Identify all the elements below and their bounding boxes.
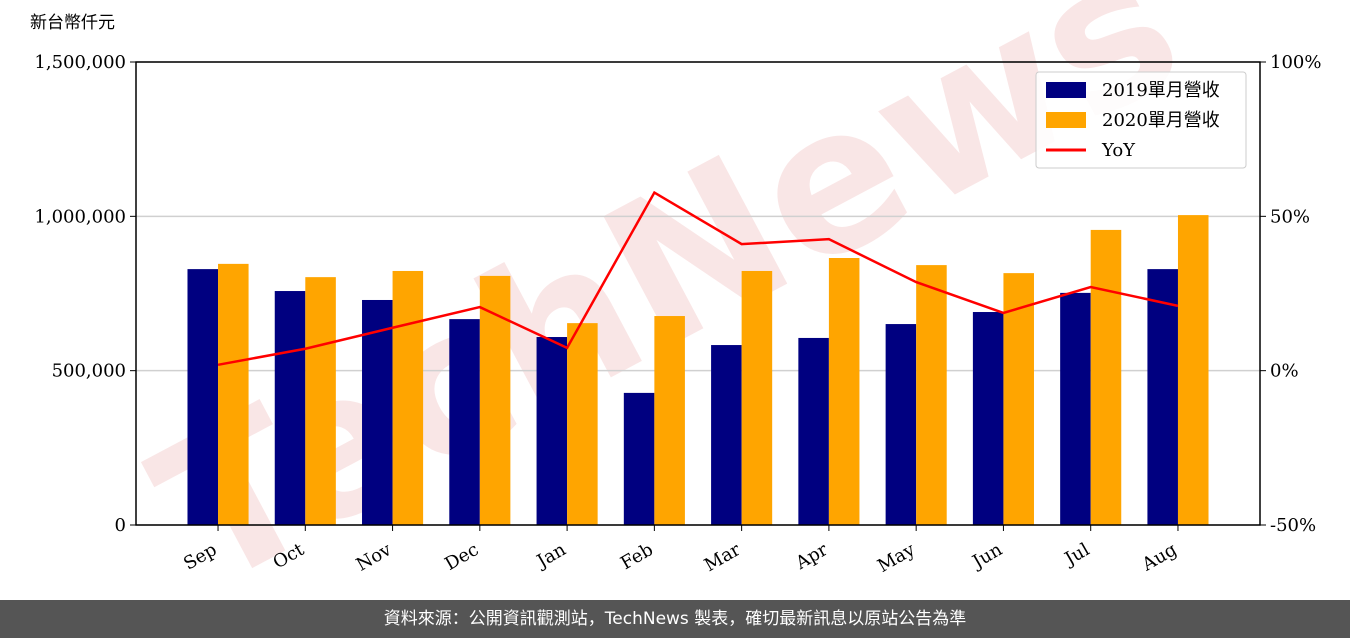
x-tick-label: Jun (967, 539, 1006, 574)
bar (1147, 269, 1178, 525)
bar (1003, 273, 1034, 525)
x-tick-label: May (874, 539, 919, 577)
bar (449, 319, 480, 525)
y2-tick-label: 50% (1270, 206, 1310, 227)
bar (536, 337, 568, 525)
bar (1090, 229, 1122, 525)
footer: 資料來源：公開資訊觀測站，TechNews 製表，確切最新訊息以原站公告為準 (0, 600, 1350, 638)
x-tick-label: Jan (532, 539, 570, 573)
bar (972, 312, 1004, 525)
legend-box (1035, 71, 1247, 169)
plot-frame (135, 61, 1261, 526)
x-tick-label: Jul (1060, 539, 1094, 571)
bar (885, 324, 917, 525)
y2-tick-label: 100% (1270, 52, 1321, 73)
x-tick-label: Dec (441, 539, 482, 575)
bar (1060, 292, 1091, 525)
y-tick-label: 1,500,000 (34, 52, 126, 73)
bar (187, 269, 219, 525)
bar (274, 291, 306, 525)
y-axis-label: 新台幣仟元 (30, 13, 115, 33)
x-tick-label: Mar (701, 539, 745, 576)
bar (798, 337, 829, 525)
x-tick-label: Aug (1138, 539, 1181, 576)
x-tick-label: Feb (617, 539, 657, 574)
legend-label: 2020單月營收 (1102, 110, 1220, 131)
bar (916, 265, 947, 525)
bar (1177, 215, 1209, 525)
chart: 新台幣仟元 TechNews 0500,0001,000,0001,500,00… (30, 0, 1321, 634)
line (217, 190, 1179, 367)
bar (654, 316, 685, 525)
y-tick-label: 0 (115, 515, 126, 536)
bar (623, 392, 655, 525)
bar (479, 275, 511, 525)
bar (567, 323, 598, 525)
bar (828, 258, 860, 525)
bar (305, 277, 336, 525)
bar (218, 263, 249, 525)
x-tick-label: Apr (791, 539, 831, 574)
bar (362, 299, 393, 525)
legend-swatch (1046, 82, 1086, 98)
bar (392, 270, 424, 525)
y-tick-label: 500,000 (52, 361, 126, 382)
legend-label: 2019單月營收 (1102, 80, 1220, 101)
legend-label: YoY (1101, 140, 1136, 161)
legend-swatch (1046, 112, 1086, 128)
y2-tick-label: 0% (1270, 361, 1299, 382)
y2-tick-label: -50% (1270, 515, 1316, 536)
bar (711, 345, 742, 525)
y-tick-label: 1,000,000 (34, 206, 126, 227)
bar (741, 270, 773, 525)
